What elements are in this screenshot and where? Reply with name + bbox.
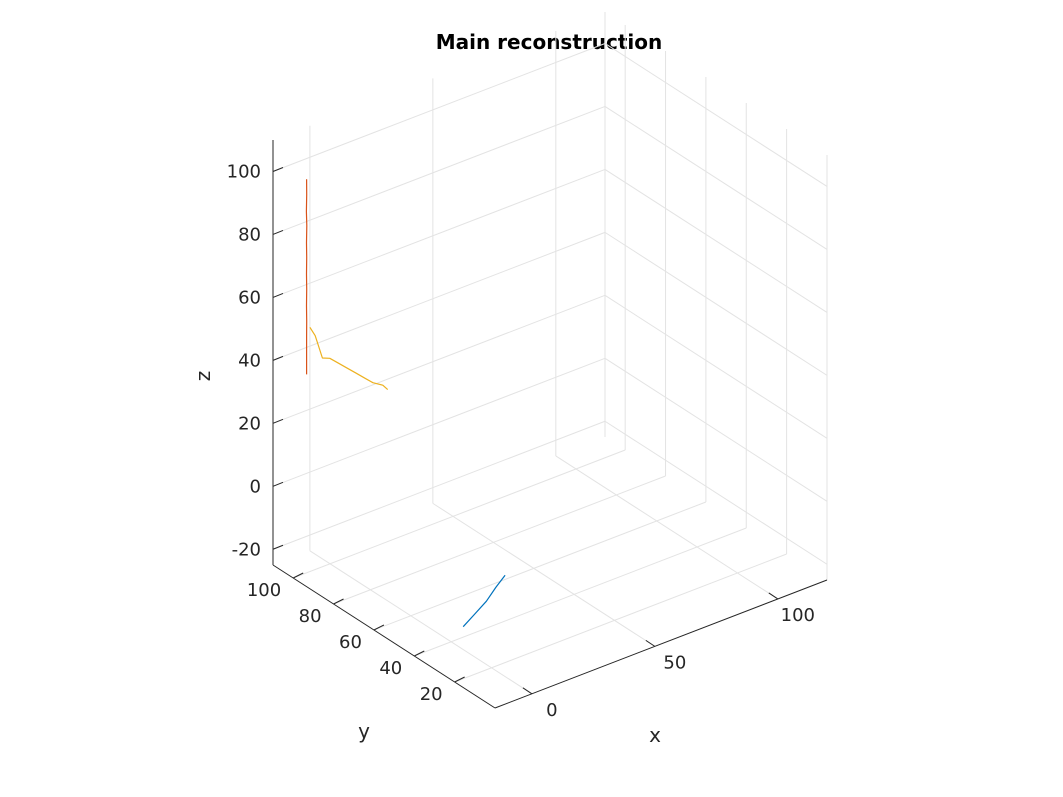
z-tick xyxy=(272,229,284,235)
z-tick-label: 20 xyxy=(238,413,261,434)
y-tick-label: 80 xyxy=(299,606,322,627)
x-axis-line xyxy=(494,579,828,709)
x-axis-label: x xyxy=(649,723,661,747)
x-tick xyxy=(645,639,656,647)
z-axis-label: z xyxy=(191,371,215,382)
y-tick xyxy=(454,676,465,683)
z-tick-label: 40 xyxy=(238,350,261,371)
backwall-gridline-z xyxy=(272,168,606,298)
backwall-gridline-z xyxy=(272,357,606,487)
floor-gridline-y xyxy=(454,553,787,683)
z-tick-label: 100 xyxy=(227,161,261,182)
sidewall-gridline-z xyxy=(604,294,828,439)
x-tick-label: 100 xyxy=(781,605,815,626)
x-tick xyxy=(522,687,533,695)
floor-gridline-x xyxy=(555,455,779,600)
y-axis-label: y xyxy=(358,719,370,743)
backwall-gridline-z xyxy=(272,105,606,235)
y-tick xyxy=(414,650,425,657)
floor-gridline-y xyxy=(373,501,707,631)
axis-layer xyxy=(272,140,828,709)
x-tick xyxy=(768,592,779,600)
series-line-1 xyxy=(462,574,506,628)
x-tick-label: 0 xyxy=(546,700,557,721)
z-tick-label: 0 xyxy=(250,476,261,497)
backwall-gridline-z xyxy=(272,231,606,361)
sidewall-gridline-z xyxy=(604,43,828,187)
backwall-gridline-z xyxy=(272,43,606,172)
y-tick xyxy=(373,624,385,631)
sidewall-gridline-z xyxy=(604,357,828,502)
z-tick xyxy=(272,355,284,361)
z-tick xyxy=(272,418,284,424)
sidewall-gridline-z xyxy=(604,168,828,313)
y-tick-label: 60 xyxy=(339,632,362,653)
z-tick-label: 80 xyxy=(238,224,261,245)
z-tick xyxy=(272,167,284,172)
sidewall-gridline-z xyxy=(604,106,828,250)
floor-gridline-y xyxy=(333,475,666,605)
z-tick xyxy=(272,292,284,298)
z-tick xyxy=(272,544,284,550)
sidewall-gridline-z xyxy=(604,420,828,565)
series-layer xyxy=(305,179,506,628)
y-tick xyxy=(292,572,304,579)
floor-gridline-x xyxy=(309,550,533,695)
tick-label-layer: 0 50 100 20 40 60 80 100 -20 0 20 40 60 80 100 xyxy=(227,161,815,720)
y-tick xyxy=(333,598,344,605)
y-tick-label: 100 xyxy=(247,580,281,601)
z-tick xyxy=(272,481,284,487)
z-tick-label: 60 xyxy=(238,287,261,308)
series-line-3 xyxy=(309,326,389,391)
y-tick-label: 40 xyxy=(379,658,402,679)
x-tick-label: 50 xyxy=(663,652,686,673)
floor-gridline-x xyxy=(432,502,656,647)
chart-title: Main reconstruction xyxy=(436,30,663,54)
backwall-gridline-z xyxy=(272,294,606,424)
y-axis-line xyxy=(272,564,496,709)
y-tick-label: 20 xyxy=(420,684,443,705)
floor-gridline-y xyxy=(414,527,747,657)
sidewall-gridline-z xyxy=(604,231,828,376)
grid-layer xyxy=(272,12,828,695)
z-tick-label: -20 xyxy=(232,539,261,560)
backwall-gridline-z xyxy=(272,420,606,550)
floor-gridline-y xyxy=(293,449,626,579)
